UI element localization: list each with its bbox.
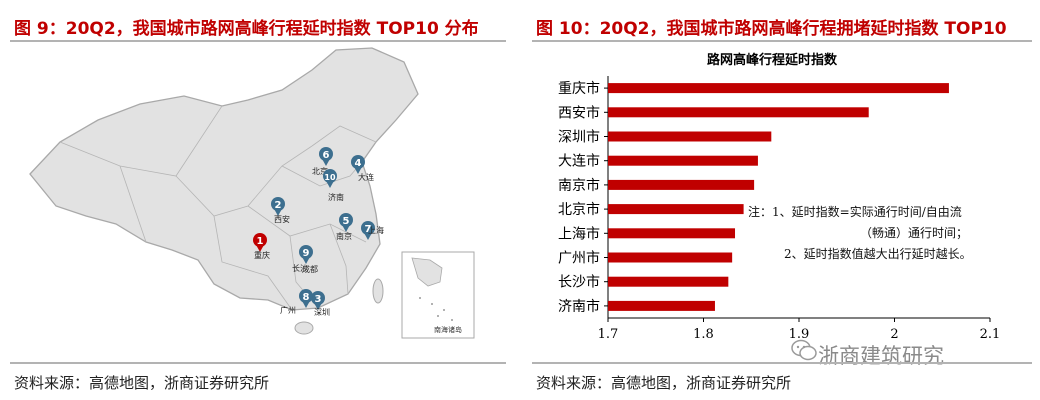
china-map: 南海诸岛 成都 1 重庆 2 西安 3 深圳 4 大连 5 南京 6 北京 7上海 8 广州 9 长沙 10 济南 — [29, 47, 475, 339]
note-line-3: 2、延时指数值越大出行延时越长。 — [784, 246, 972, 261]
wechat-icon — [791, 339, 817, 361]
right-source: 资料来源：高德地图，浙商证券研究所 — [536, 374, 792, 392]
marker-rank: 4 — [355, 158, 362, 169]
x-tick-label: 2.1 — [980, 327, 1001, 340]
marker-rank: 6 — [323, 150, 330, 161]
marker-city-label: 济南 — [328, 192, 344, 202]
note-line-1: 注：1、延时指数=实际通行时间/自由流 — [748, 204, 962, 219]
bar-9 — [608, 276, 729, 287]
inset-islands — [419, 297, 453, 321]
left-source: 资料来源：高德地图，浙商证券研究所 — [14, 374, 270, 392]
map-pin-head — [299, 289, 313, 303]
marker-北京: 6 北京 — [312, 147, 333, 176]
marker-city-label: 北京 — [312, 166, 328, 176]
map-pin-head — [253, 233, 267, 247]
delay-index-chart: 路网高峰行程延时指数 重庆市西安市深圳市大连市南京市北京市上海市广州市长沙市济南… — [558, 52, 1001, 340]
bar-2 — [608, 107, 869, 118]
marker-city-label: 重庆 — [254, 250, 270, 260]
map-pin-head — [311, 291, 325, 305]
map-pin-head — [361, 221, 375, 235]
marker-city-label: 南京 — [336, 231, 352, 241]
marker-city-label: 大连 — [358, 172, 374, 182]
bar-1 — [608, 83, 949, 94]
chart-title: 路网高峰行程延时指数 — [707, 52, 838, 68]
category-label: 大连市 — [558, 153, 600, 170]
category-label: 西安市 — [558, 104, 600, 121]
category-label: 重庆市 — [558, 80, 600, 97]
right-figure-title: 图 10：20Q2，我国城市路网高峰行程拥堵延时指数 TOP10 — [536, 19, 1007, 39]
category-label: 长沙市 — [558, 274, 600, 291]
marker-上海: 7上海 — [361, 221, 384, 240]
map-pin-head — [339, 213, 353, 227]
china-mainland-shape — [29, 47, 419, 311]
map-pin-head — [271, 197, 285, 211]
marker-西安: 2 西安 — [271, 197, 290, 224]
marker-长沙: 9 长沙 — [292, 245, 313, 273]
left-source-rule — [10, 362, 506, 364]
bar-7 — [608, 228, 736, 239]
bar-5 — [608, 179, 755, 190]
marker-rank: 5 — [343, 216, 350, 227]
bar-3 — [608, 131, 772, 142]
bar-8 — [608, 252, 733, 263]
x-tick-label: 1.8 — [693, 327, 714, 340]
marker-重庆: 1 重庆 — [253, 233, 270, 260]
category-label: 深圳市 — [558, 129, 600, 146]
map-pin-head — [323, 169, 337, 183]
x-tick-label: 2 — [890, 327, 898, 340]
category-label: 北京市 — [558, 201, 600, 218]
marker-city-label: 上海 — [368, 225, 384, 235]
x-ticks: 1.7 1.8 1.9 2 2.1 — [598, 318, 1001, 340]
marker-rank: 7 — [365, 224, 372, 235]
category-label: 广州市 — [558, 250, 600, 267]
bars — [608, 83, 949, 311]
taiwan-island — [372, 278, 384, 304]
marker-rank: 8 — [303, 292, 310, 303]
x-tick-label: 1.9 — [789, 327, 810, 340]
province-borders — [59, 105, 377, 311]
x-tick-label: 1.7 — [598, 327, 619, 340]
marker-济南: 10 济南 — [323, 169, 344, 202]
inset-label: 南海诸岛 — [434, 325, 462, 334]
marker-rank: 2 — [275, 200, 282, 211]
category-label: 南京市 — [558, 177, 600, 194]
inset-coast — [411, 257, 443, 287]
marker-rank: 10 — [324, 173, 336, 182]
marker-rank: 1 — [257, 236, 264, 247]
right-source-rule — [532, 362, 1032, 364]
marker-rank: 3 — [315, 294, 322, 305]
map-pin-head — [319, 147, 333, 161]
hainan-island — [294, 321, 314, 335]
marker-广州: 8 广州 — [280, 289, 313, 315]
left-figure-title: 图 9：20Q2，我国城市路网高峰行程延时指数 TOP10 分布 — [14, 19, 479, 39]
bar-4 — [608, 155, 758, 166]
city-markers: 1 重庆 2 西安 3 深圳 4 大连 5 南京 6 北京 7上海 8 广州 9 长沙 10 济南 — [253, 147, 384, 317]
note-line-2: （畅通）通行时间； — [860, 226, 968, 240]
marker-city-label: 深圳 — [314, 307, 330, 317]
bar-6 — [608, 204, 744, 215]
label-chengdu: 成都 — [302, 264, 318, 274]
marker-city-label: 西安 — [274, 214, 290, 224]
left-title-rule — [10, 40, 506, 42]
right-title-rule — [532, 40, 1032, 42]
marker-大连: 4 大连 — [351, 155, 374, 182]
marker-rank: 9 — [303, 248, 310, 259]
map-pin-head — [299, 245, 313, 259]
map-pin-head — [351, 155, 365, 169]
marker-city-label: 广州 — [280, 305, 296, 315]
chart-note: 注：1、延时指数=实际通行时间/自由流 （畅通）通行时间； 2、延时指数值越大出… — [748, 204, 972, 261]
bar-10 — [608, 300, 715, 311]
marker-深圳: 3 深圳 — [311, 291, 330, 317]
category-label: 济南市 — [558, 298, 600, 315]
marker-南京: 5 南京 — [336, 213, 353, 241]
watermark-text: 浙商建筑研究 — [818, 344, 944, 368]
marker-city-label: 长沙 — [292, 263, 308, 273]
category-label: 上海市 — [558, 225, 600, 242]
